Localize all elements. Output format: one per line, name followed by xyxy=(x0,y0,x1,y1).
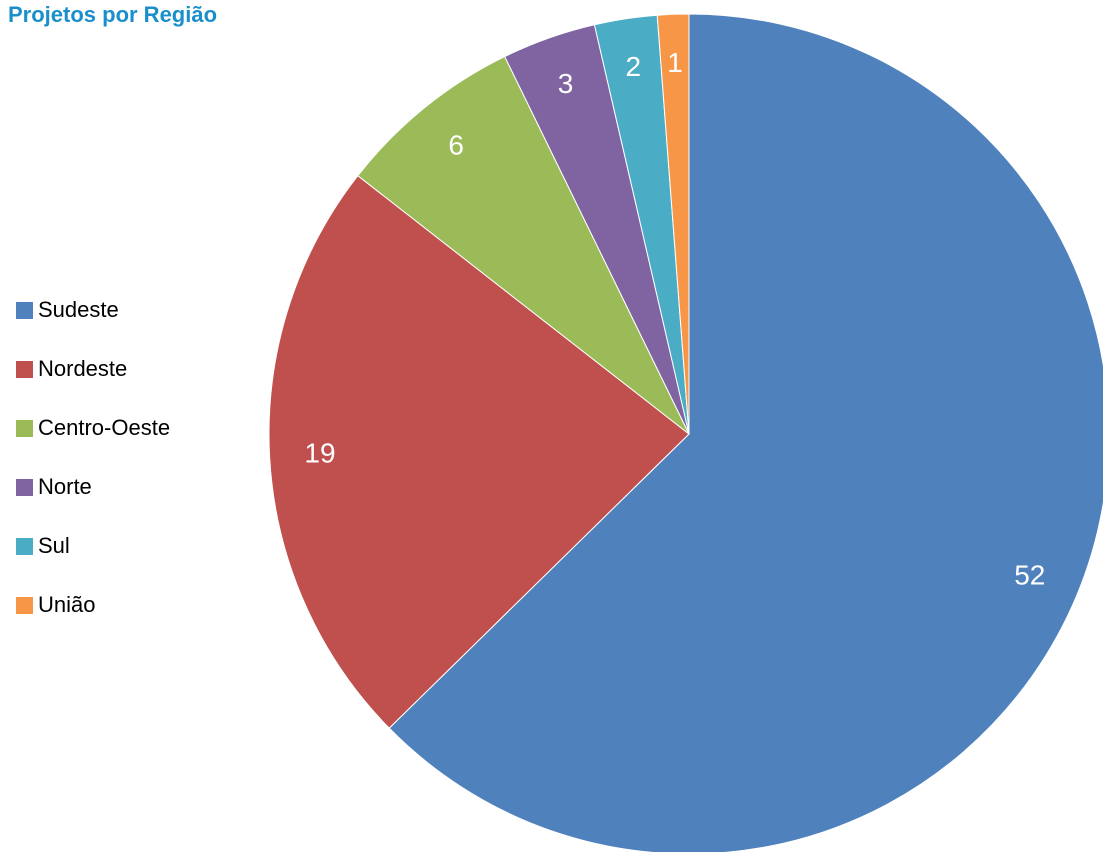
legend-swatch xyxy=(16,538,33,555)
legend-swatch xyxy=(16,479,33,496)
pie-slice xyxy=(656,13,690,435)
value-label: 19 xyxy=(304,437,335,468)
legend-text: Nordeste xyxy=(38,356,127,381)
value-label: 52 xyxy=(1014,559,1045,590)
value-label: 2 xyxy=(625,51,641,82)
legend-swatch xyxy=(16,361,33,378)
legend-swatch xyxy=(16,597,33,614)
value-label: 3 xyxy=(558,68,574,99)
value-label: 1 xyxy=(667,47,683,78)
legend-text: Norte xyxy=(38,474,92,499)
legend-text: União xyxy=(38,592,95,617)
legend-text: Centro-Oeste xyxy=(38,415,170,440)
legend-text: Sul xyxy=(38,533,70,558)
legend-swatch xyxy=(16,302,33,319)
chart-title: Projetos por Região xyxy=(8,2,217,27)
pie-slice xyxy=(357,55,690,435)
legend-text: Sudeste xyxy=(38,297,119,322)
pie-slice xyxy=(388,13,1103,852)
legend-swatch xyxy=(16,420,33,437)
pie-slice xyxy=(268,174,690,729)
value-label: 6 xyxy=(448,129,464,160)
